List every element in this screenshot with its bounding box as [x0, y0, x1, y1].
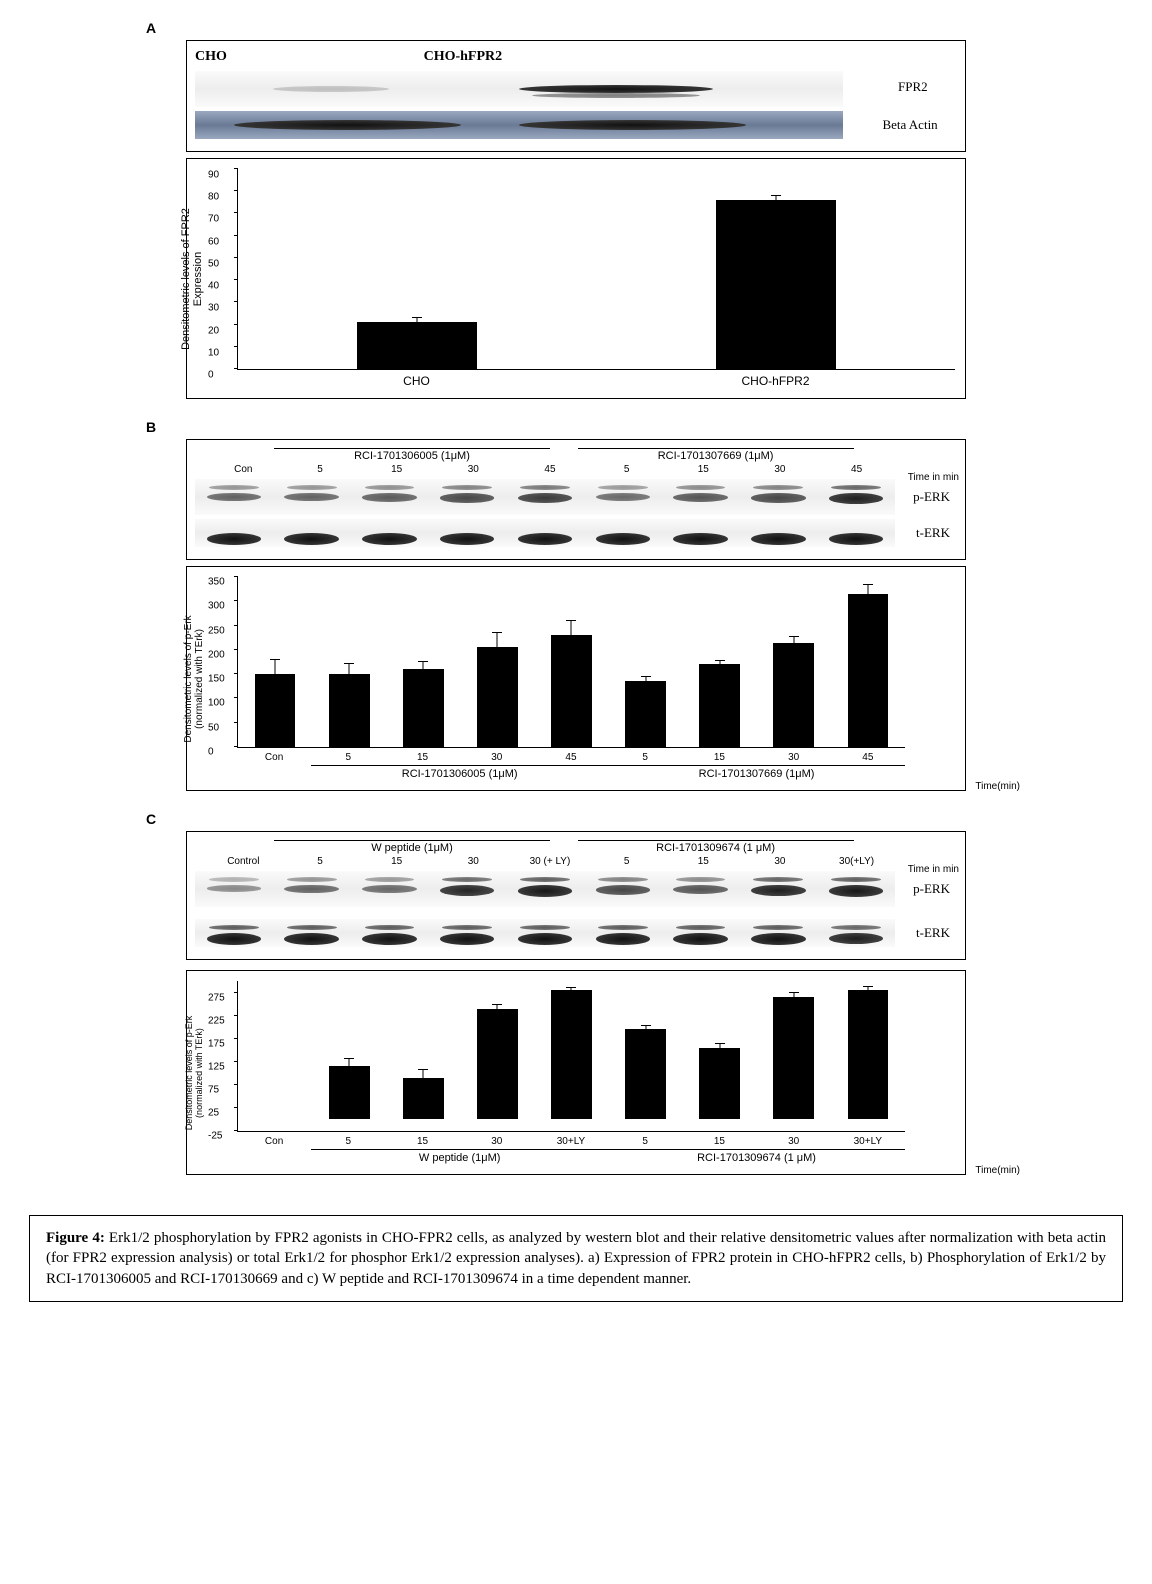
treat-b2: RCI-1701307669 (1μM) — [578, 448, 854, 462]
time-axis-b: Time(min) — [975, 781, 1020, 792]
panel-c-blot-box: W peptide (1μM) RCI-1701309674 (1 μM) Co… — [186, 831, 966, 960]
header-cho: CHO — [195, 49, 424, 65]
beta-actin-strip — [195, 111, 843, 139]
perk-label-c: p-ERK — [913, 881, 950, 897]
fpr2-blot-strip — [195, 71, 843, 107]
time-lbl-c: Time in min — [908, 864, 959, 875]
terk-strip-c — [195, 919, 895, 947]
fpr2-label: FPR2 — [898, 79, 928, 95]
figure-container: A CHO CHO-hFPR2 FPR2 Beta Actin — [20, 20, 1132, 1302]
caption-text: Erk1/2 phosphorylation by FPR2 agonists … — [46, 1230, 1106, 1287]
terk-label-c: t-ERK — [916, 925, 950, 941]
treat-c2: RCI-1701309674 (1 μM) — [578, 840, 854, 854]
perk-strip-b — [195, 479, 895, 515]
panel-a-blot-box: CHO CHO-hFPR2 FPR2 Beta Actin — [186, 40, 966, 152]
time-lbl-b: Time in min — [908, 472, 959, 483]
panel-c-label: C — [146, 811, 966, 827]
panel-a-label: A — [146, 20, 966, 36]
terk-label-b: t-ERK — [916, 525, 950, 541]
panel-b: B RCI-1701306005 (1μM) RCI-1701307669 (1… — [186, 419, 966, 791]
panel-a-header: CHO CHO-hFPR2 — [195, 49, 957, 65]
panel-b-treatments: RCI-1701306005 (1μM) RCI-1701307669 (1μM… — [195, 448, 895, 462]
caption-bold: Figure 4: — [46, 1230, 105, 1246]
panel-c: C W peptide (1μM) RCI-1701309674 (1 μM) … — [186, 811, 966, 1175]
panel-c-treatments: W peptide (1μM) RCI-1701309674 (1 μM) — [195, 840, 895, 854]
figure-caption: Figure 4: Erk1/2 phosphorylation by FPR2… — [29, 1215, 1123, 1302]
perk-strip-c — [195, 871, 895, 907]
lanes-c: Control5153030 (+ LY)5153030(+LY) — [195, 856, 895, 867]
panel-a: A CHO CHO-hFPR2 FPR2 Beta Actin — [186, 20, 966, 399]
chart-b-ylabel: Densitometric levels of p-Erk(normalized… — [183, 614, 205, 744]
panel-b-chart: Densitometric levels of p-Erk(normalized… — [186, 566, 966, 791]
perk-label-b: p-ERK — [913, 489, 950, 505]
treat-c1: W peptide (1μM) — [274, 840, 550, 854]
chart-a-ylabel: Densitometric levels of FPR2Expression — [180, 204, 204, 354]
chart-c-ylabel: Densitometric levels of p-Erk(normalized… — [184, 1008, 204, 1138]
lanes-b: Con51530455153045 — [195, 464, 895, 475]
time-axis-c: Time(min) — [975, 1165, 1020, 1176]
beta-actin-label: Beta Actin — [882, 117, 937, 133]
terk-strip-b — [195, 519, 895, 547]
panel-b-blot-box: RCI-1701306005 (1μM) RCI-1701307669 (1μM… — [186, 439, 966, 560]
panel-a-chart: Densitometric levels of FPR2Expression 0… — [186, 158, 966, 399]
header-cho-hfpr2: CHO-hFPR2 — [424, 49, 843, 65]
panel-b-label: B — [146, 419, 966, 435]
panel-c-chart: Densitometric levels of p-Erk(normalized… — [186, 970, 966, 1175]
treat-b1: RCI-1701306005 (1μM) — [274, 448, 550, 462]
